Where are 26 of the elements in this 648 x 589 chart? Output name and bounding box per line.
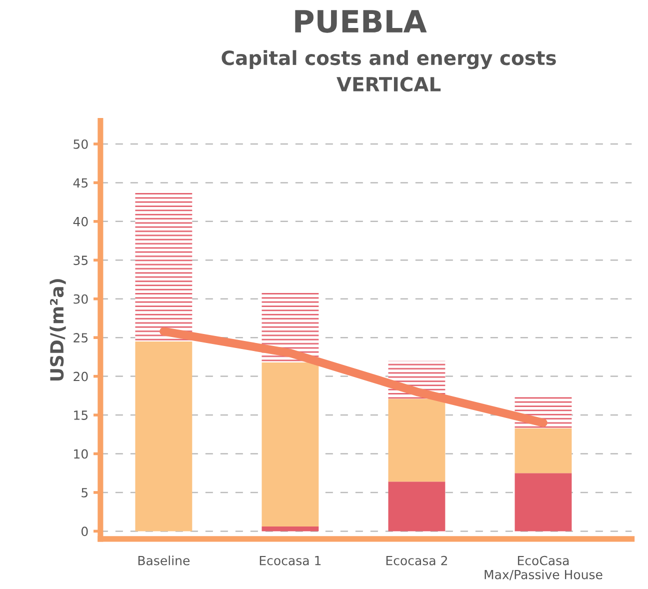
y-tick-label: 15 [74, 410, 88, 420]
bar [514, 473, 572, 532]
chart-title: PUEBLA [295, 10, 427, 33]
y-tick-label: 35 [74, 256, 88, 266]
x-tick-label: Ecocasa 2 [386, 556, 447, 566]
y-tick-label: 40 [73, 216, 88, 226]
bar [262, 362, 319, 527]
y-tick-label: 5 [82, 488, 88, 498]
bar [135, 341, 192, 532]
y-tick-label: 10 [74, 449, 88, 459]
y-tick-label: 25 [74, 333, 88, 343]
y-tick-label: 0 [82, 526, 88, 536]
y-tick-label: 50 [74, 139, 88, 149]
y-axis-title: USD/(m²a) [50, 279, 66, 381]
bar [135, 190, 192, 342]
bar [514, 428, 572, 474]
y-tick-label: 30 [74, 294, 88, 304]
bar [262, 526, 319, 532]
chart-subtitle: Capital costs and energy costs VERTICAL [222, 50, 556, 92]
x-tick-label: EcoCasa Max/Passive House [484, 556, 602, 580]
y-tick-label: 20 [74, 372, 88, 382]
x-tick-label: Ecocasa 1 [260, 556, 321, 566]
bar [388, 398, 446, 482]
x-tick-label: Baseline [138, 556, 190, 566]
bar [388, 482, 446, 532]
y-tick-label: 45 [73, 178, 88, 188]
